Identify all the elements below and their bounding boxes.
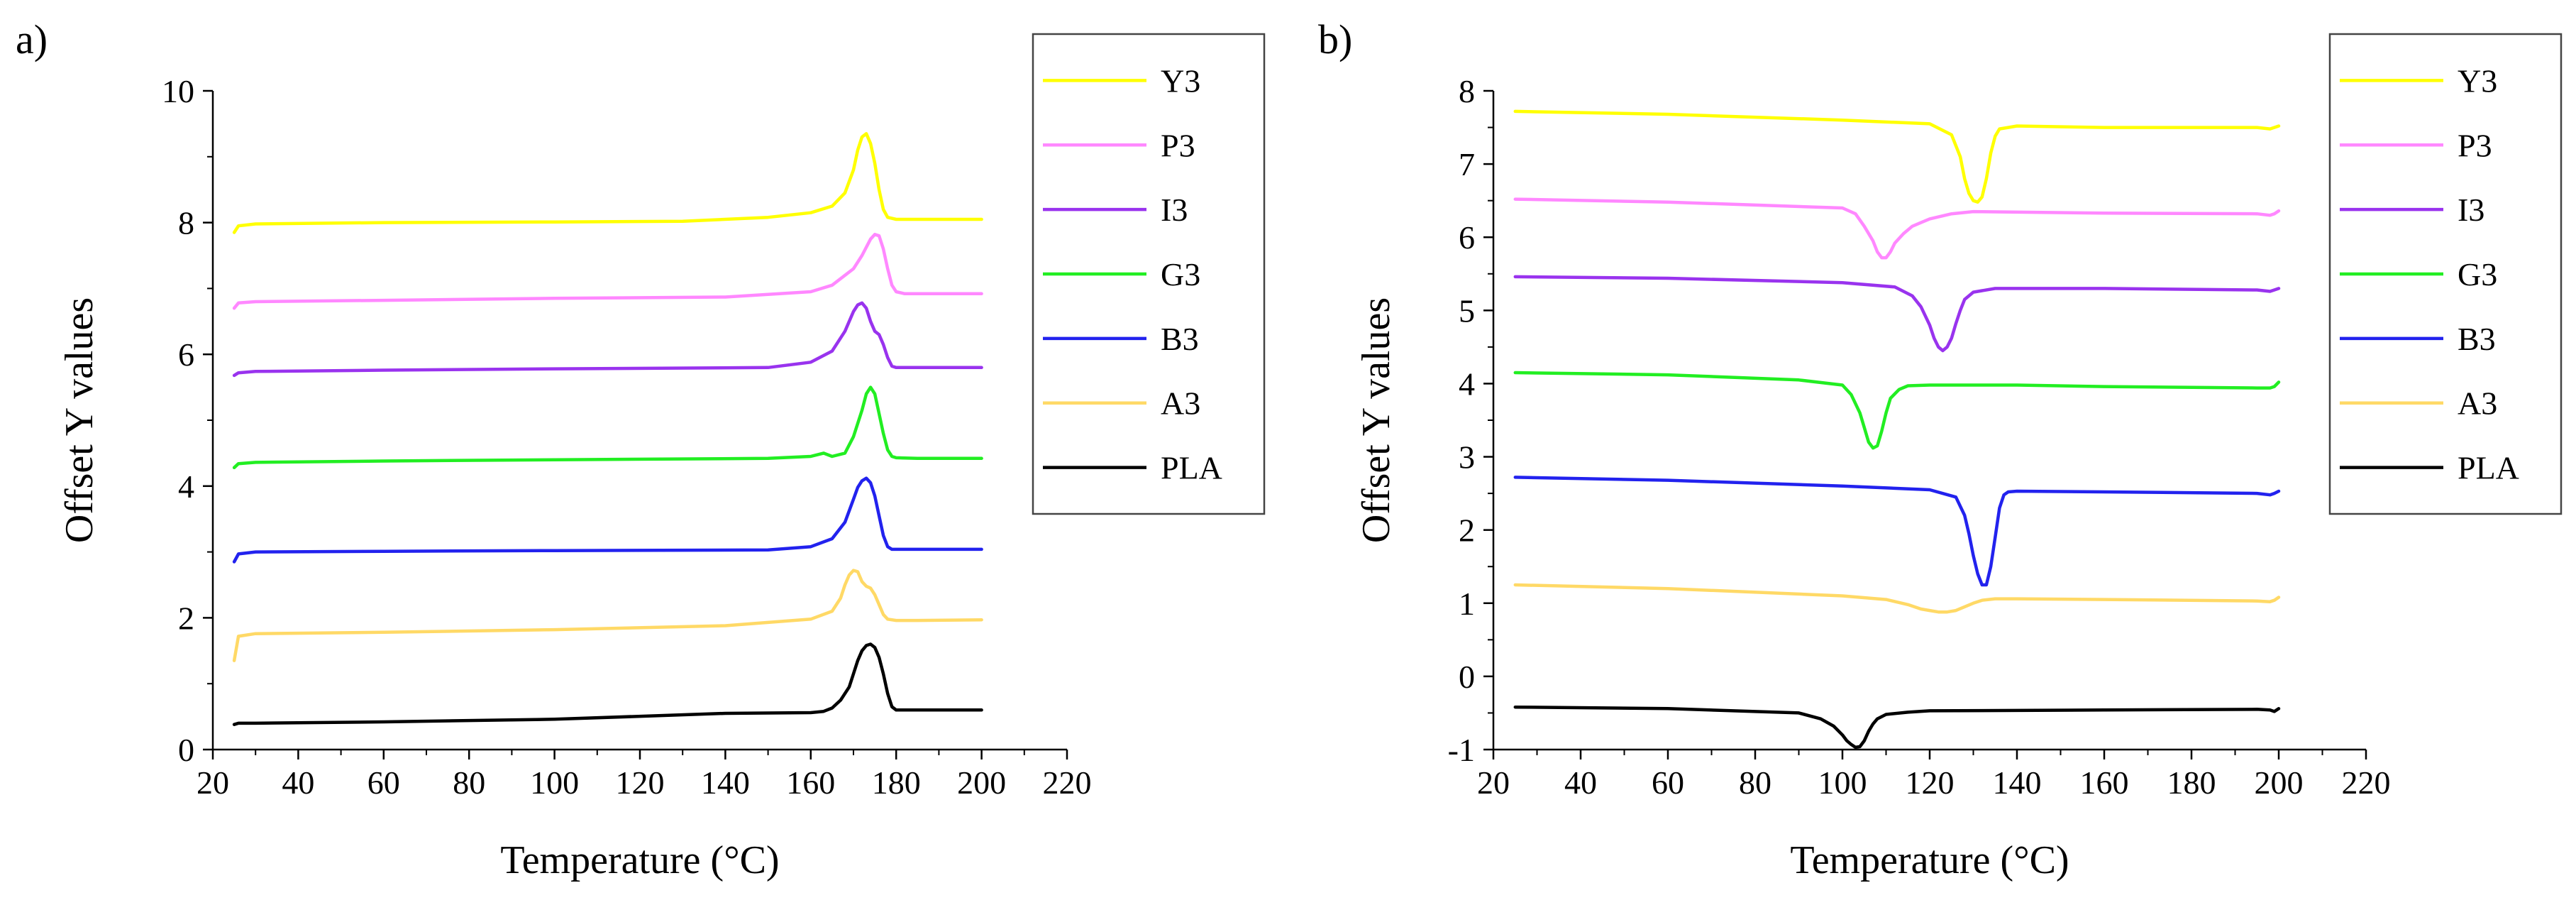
legend-label-i3: I3 <box>2458 192 2484 228</box>
y-tick-label: 5 <box>1459 292 1475 329</box>
series-line-p3 <box>232 233 983 310</box>
y-tick-label: 8 <box>178 205 194 241</box>
legend: Y3 P3 I3 G3 B3 A3 PLA <box>1032 33 1266 515</box>
x-tick-label: 40 <box>1564 764 1597 801</box>
legend-label-p3: P3 <box>2458 127 2492 163</box>
y-tick-label: 4 <box>1459 366 1475 402</box>
y-tick-label: 7 <box>1459 146 1475 182</box>
legend-label-g3: G3 <box>1161 256 1200 292</box>
series-line-b3 <box>232 476 983 564</box>
x-tick-label: 200 <box>2255 764 2304 801</box>
y-tick-label: 0 <box>178 732 194 768</box>
legend-label-pla: PLA <box>2458 450 2519 486</box>
x-tick-label: 140 <box>701 764 750 801</box>
x-tick-label: 200 <box>957 764 1006 801</box>
x-tick-label: 120 <box>616 764 665 801</box>
legend-label-a3: A3 <box>2458 385 2497 422</box>
y-tick-label: 8 <box>1459 73 1475 109</box>
x-tick-label: 60 <box>1652 764 1684 801</box>
series-line-g3 <box>232 385 983 470</box>
x-tick-label: 20 <box>197 764 229 801</box>
y-tick-label: 6 <box>1459 219 1475 256</box>
x-axis-title: Temperature (°C) <box>1790 838 2069 882</box>
x-tick-label: 160 <box>786 764 835 801</box>
y-tick-label: 10 <box>162 73 194 109</box>
legend-label-pla: PLA <box>1161 450 1222 486</box>
x-tick-label: 100 <box>1818 764 1867 801</box>
y-tick-label: 4 <box>178 468 194 505</box>
series-line-y3 <box>1513 109 2281 204</box>
y-tick-label: -1 <box>1448 732 1475 768</box>
y-tick-label: 6 <box>178 336 194 373</box>
x-axis-title: Temperature (°C) <box>500 838 779 882</box>
x-tick-label: 60 <box>367 764 400 801</box>
x-tick-label: 40 <box>282 764 314 801</box>
y-tick-label: 0 <box>1459 659 1475 695</box>
series-line-pla <box>232 642 983 726</box>
series-line-p3 <box>1513 197 2281 260</box>
series-line-a3 <box>1513 583 2281 614</box>
legend-label-i3: I3 <box>1161 192 1188 228</box>
y-tick-label: 2 <box>178 600 194 636</box>
series-line-i3 <box>1513 275 2281 353</box>
x-tick-label: 220 <box>1043 764 1092 801</box>
legend-label-a3: A3 <box>1161 385 1200 422</box>
legend-label-y3: Y3 <box>2458 62 2497 99</box>
y-tick-label: 1 <box>1459 586 1475 622</box>
x-tick-label: 80 <box>1739 764 1771 801</box>
x-tick-label: 180 <box>872 764 921 801</box>
legend: Y3 P3 I3 G3 B3 A3 PLA <box>2328 33 2563 515</box>
series-line-i3 <box>232 301 983 378</box>
panel-label: b) <box>1318 16 1352 62</box>
x-tick-label: 80 <box>453 764 485 801</box>
x-tick-label: 180 <box>2167 764 2216 801</box>
x-tick-label: 220 <box>2342 764 2391 801</box>
series-line-pla <box>1513 705 2281 750</box>
legend-label-b3: B3 <box>1161 321 1199 357</box>
series-line-b3 <box>1513 476 2281 587</box>
y-axis-title: Offset Y values <box>1354 297 1398 543</box>
x-tick-label: 140 <box>1993 764 2042 801</box>
legend-label-g3: G3 <box>2458 256 2497 292</box>
x-tick-label: 100 <box>530 764 579 801</box>
x-tick-label: 20 <box>1477 764 1510 801</box>
y-axis-title: Offset Y values <box>57 297 101 543</box>
y-tick-label: 2 <box>1459 512 1475 549</box>
legend-label-p3: P3 <box>1161 127 1195 163</box>
series-line-a3 <box>232 569 983 662</box>
legend-label-y3: Y3 <box>1161 62 1200 99</box>
series-line-y3 <box>232 132 983 234</box>
panel-label: a) <box>16 16 48 62</box>
legend-label-b3: B3 <box>2458 321 2496 357</box>
panel-a: a) 20 40 60 80 100 120 140 160 180 200 220 0 2 4 6 8 10 Te… <box>16 16 1266 882</box>
series-line-g3 <box>1513 371 2281 450</box>
x-tick-label: 120 <box>1906 764 1955 801</box>
x-tick-label: 160 <box>2080 764 2129 801</box>
y-tick-label: 3 <box>1459 439 1475 476</box>
panel-b: b) 20 40 60 80 100 120 140 160 180 200 220 -1 0 1 2 3 4 5 6… <box>1318 16 2563 882</box>
